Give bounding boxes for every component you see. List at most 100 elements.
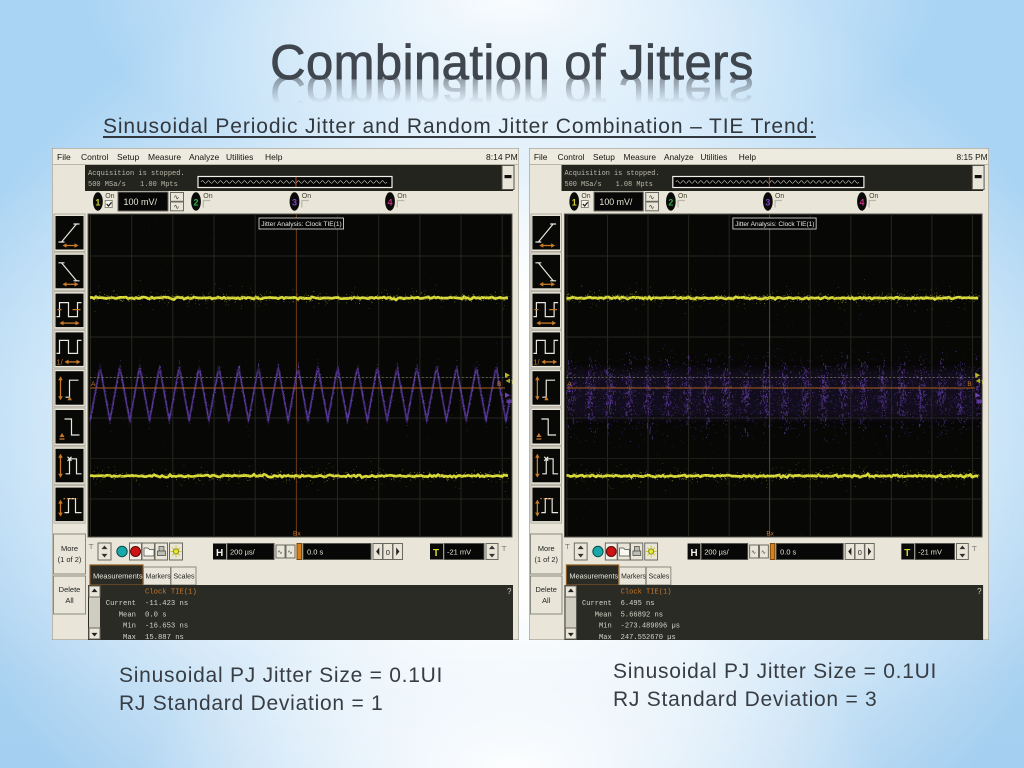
svg-text:A: A (567, 381, 572, 388)
svg-text:1.00 Mpts: 1.00 Mpts (140, 181, 178, 189)
svg-text:3: 3 (292, 198, 297, 208)
svg-text:∿: ∿ (649, 194, 655, 201)
svg-text:B: B (967, 381, 971, 388)
svg-text:2: 2 (668, 197, 673, 207)
svg-text:Jitter Analysis: Clock TIE(1): Jitter Analysis: Clock TIE(1) (261, 221, 342, 228)
svg-text:On: On (869, 193, 878, 200)
svg-text:Delete: Delete (536, 585, 557, 594)
svg-text:T: T (904, 548, 910, 559)
svg-text:All: All (542, 596, 551, 605)
svg-text:More: More (61, 544, 78, 553)
svg-text:-11.423 ns: -11.423 ns (145, 600, 188, 608)
svg-text:File: File (57, 152, 71, 162)
svg-text:200 µs/: 200 µs/ (230, 548, 256, 557)
svg-text:File: File (534, 152, 548, 162)
svg-text:Utilities: Utilities (700, 152, 727, 162)
svg-text:On: On (581, 193, 590, 200)
svg-text:H: H (216, 548, 223, 559)
svg-text:4: 4 (387, 198, 392, 208)
svg-text:On: On (203, 193, 212, 200)
svg-text:Scales: Scales (649, 573, 670, 580)
svg-text:Markers: Markers (621, 573, 646, 580)
svg-text:⊤: ⊤ (88, 544, 94, 551)
svg-text:Markers: Markers (146, 574, 172, 581)
svg-text:Max: Max (123, 634, 136, 640)
svg-text:0: 0 (386, 548, 390, 557)
svg-text:∿: ∿ (288, 550, 293, 556)
svg-text:Current: Current (582, 600, 612, 608)
svg-text:A: A (91, 381, 96, 388)
svg-text:247.552670 µs: 247.552670 µs (621, 634, 676, 640)
svg-text:More: More (538, 544, 555, 553)
svg-text:1.08 Mpts: 1.08 Mpts (616, 181, 653, 189)
svg-text:0.0 s: 0.0 s (307, 548, 324, 557)
svg-text:⊤: ⊤ (501, 546, 507, 553)
svg-text:∿: ∿ (761, 550, 766, 556)
svg-text:1: 1 (572, 197, 577, 207)
svg-text:Control: Control (81, 152, 109, 162)
svg-text:2: 2 (193, 198, 198, 208)
svg-text:0: 0 (858, 548, 862, 557)
svg-text:0.0 s: 0.0 s (145, 611, 167, 619)
svg-text:Help: Help (265, 152, 283, 162)
svg-text:Analyze: Analyze (189, 152, 220, 162)
svg-text:Scales: Scales (174, 574, 196, 581)
svg-text:Delete: Delete (59, 585, 81, 594)
svg-text:500 MSa/s: 500 MSa/s (88, 181, 126, 189)
svg-text:∿: ∿ (278, 550, 283, 556)
svg-text:1/: 1/ (533, 357, 540, 366)
svg-text:Mean: Mean (119, 611, 136, 619)
svg-text:Utilities: Utilities (226, 152, 253, 162)
svg-text:200 µs/: 200 µs/ (704, 547, 729, 556)
svg-text:?: ? (507, 587, 512, 596)
svg-text:-21 mV: -21 mV (447, 548, 471, 557)
svg-text:-273.489096 µs: -273.489096 µs (621, 623, 680, 631)
svg-text:On: On (678, 193, 687, 200)
svg-text:T: T (433, 548, 439, 559)
svg-text:⊤: ⊤ (564, 544, 570, 551)
svg-text:H: H (691, 548, 698, 559)
svg-text:Bx: Bx (766, 530, 774, 537)
svg-text:1: 1 (95, 198, 100, 208)
svg-text:?: ? (977, 587, 982, 596)
svg-text:Setup: Setup (117, 152, 139, 162)
svg-text:∿: ∿ (174, 204, 180, 211)
svg-text:Min: Min (599, 623, 612, 631)
svg-text:Control: Control (558, 152, 585, 162)
svg-text:Clock TIE(1): Clock TIE(1) (145, 589, 197, 597)
svg-text:Jitter Analysis: Clock TIE(1): Jitter Analysis: Clock TIE(1) (735, 221, 814, 228)
svg-text:B: B (497, 381, 501, 388)
svg-text:100 mV/: 100 mV/ (124, 197, 158, 207)
svg-text:15.887 ns: 15.887 ns (145, 634, 184, 640)
svg-text:Max: Max (599, 634, 612, 640)
svg-text:Setup: Setup (593, 152, 615, 162)
svg-text:T: T (511, 380, 515, 386)
svg-text:Acquisition is stopped.: Acquisition is stopped. (564, 170, 659, 178)
svg-text:⊤: ⊤ (971, 546, 977, 553)
svg-text:Clock TIE(1): Clock TIE(1) (621, 588, 672, 596)
svg-text:1/: 1/ (57, 357, 64, 366)
svg-text:On: On (105, 193, 114, 200)
svg-text:8:15 PM: 8:15 PM (956, 152, 987, 162)
svg-text:100 mV/: 100 mV/ (599, 197, 632, 207)
svg-text:∿: ∿ (751, 550, 756, 556)
svg-text:Current: Current (106, 600, 136, 608)
svg-text:(1 of 2): (1 of 2) (58, 555, 82, 564)
svg-text:-16.653 ns: -16.653 ns (145, 623, 188, 631)
svg-text:On: On (302, 193, 311, 200)
svg-text:∿: ∿ (174, 195, 180, 202)
svg-text:On: On (775, 193, 784, 200)
svg-text:5.66892 ns: 5.66892 ns (621, 611, 663, 619)
svg-text:Mean: Mean (595, 611, 612, 619)
svg-text:Min: Min (123, 623, 136, 631)
svg-text:∿: ∿ (649, 204, 655, 211)
svg-text:On: On (397, 193, 406, 200)
svg-text:Measure: Measure (624, 152, 657, 162)
svg-text:500 MSa/s: 500 MSa/s (564, 181, 601, 189)
svg-text:3: 3 (765, 197, 770, 207)
svg-text:Help: Help (739, 152, 757, 162)
svg-text:8:14 PM: 8:14 PM (486, 152, 518, 162)
svg-text:Measurements: Measurements (569, 571, 618, 580)
svg-text:All: All (65, 596, 74, 605)
svg-text:6.495 ns: 6.495 ns (621, 600, 655, 608)
